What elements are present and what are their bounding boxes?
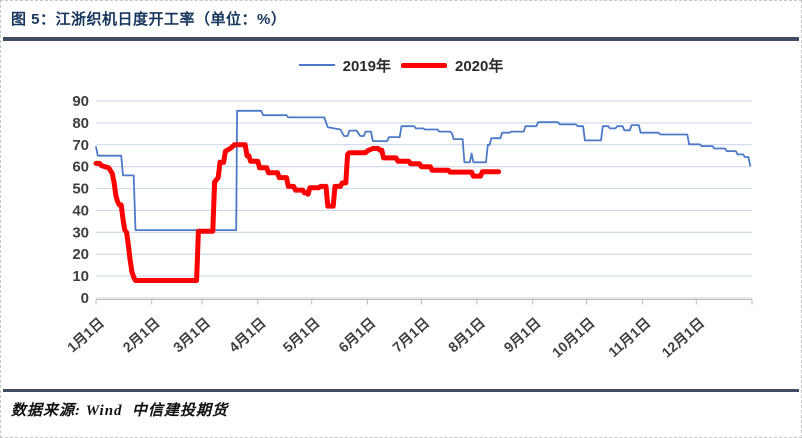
x-axis-label: 10月1日 (549, 314, 598, 360)
legend-item-2019: 2019年 (298, 55, 391, 76)
chart-legend: 2019年 2020年 (1, 54, 801, 76)
y-axis-label: 70 (72, 137, 89, 154)
legend-line-2020-icon (401, 62, 447, 68)
y-axis-label: 0 (81, 290, 89, 307)
y-axis-label: 20 (72, 246, 89, 263)
x-axis-label: 2月1日 (120, 314, 163, 355)
x-axis-label: 1月1日 (64, 314, 107, 355)
legend-item-2020: 2020年 (401, 55, 503, 76)
legend-label-2020: 2020年 (455, 57, 504, 75)
x-axis-label: 3月1日 (170, 314, 213, 355)
y-axis-label: 40 (72, 202, 89, 219)
y-axis-label: 80 (72, 115, 89, 132)
y-axis-label: 60 (72, 159, 89, 176)
y-axis-label: 90 (72, 93, 89, 110)
legend-line-2019-icon (298, 64, 335, 66)
series-line-2020 (93, 142, 502, 283)
x-axis-label: 11月1日 (605, 314, 653, 360)
x-axis-label: 7月1日 (389, 314, 432, 355)
y-axis-label: 50 (72, 181, 89, 198)
series-line-2019 (95, 109, 752, 232)
x-axis-label: 9月1日 (501, 314, 544, 355)
top-rule (3, 37, 799, 41)
line-chart: 0 10 20 30 40 50 60 70 80 90 1月1日 2月1日 3月1日 4月1日 5月1日 6… (64, 93, 753, 361)
figure-title: 图 5：江浙织机日度开工率（单位：%） (11, 11, 287, 28)
x-axis-label: 12月1日 (658, 314, 707, 360)
bottom-rule (3, 389, 799, 392)
x-axis-label: 4月1日 (226, 314, 269, 355)
source-note: 数据来源: Wind 中信建投期货 (11, 403, 229, 419)
x-axis-label: 6月1日 (335, 314, 378, 355)
legend-label-2019: 2019年 (342, 57, 391, 75)
x-axis-label: 8月1日 (445, 314, 488, 355)
x-axis-label: 5月1日 (280, 314, 323, 355)
y-axis-label: 10 (72, 268, 89, 285)
y-axis-label: 30 (72, 224, 89, 241)
